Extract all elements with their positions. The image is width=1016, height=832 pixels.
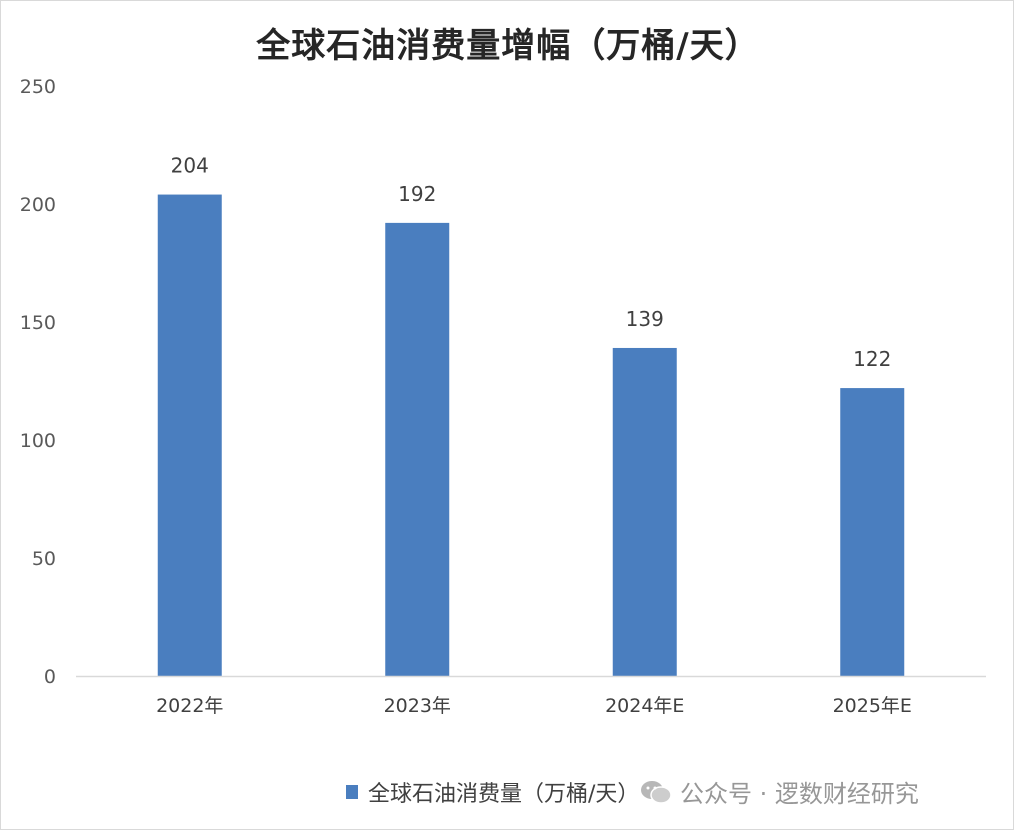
x-tick-label: 2022年 xyxy=(156,695,223,717)
watermark-text: 公众号 · 逻数财经研究 xyxy=(680,780,919,808)
x-tick-label: 2023年 xyxy=(384,695,451,717)
wechat-icon xyxy=(641,780,672,804)
legend: 全球石油消费量（万桶/天） xyxy=(346,776,639,808)
y-tick-label: 150 xyxy=(20,312,56,334)
x-axis: 2022年 2023年 2024年E 2025年E xyxy=(76,675,986,717)
data-label: 122 xyxy=(853,347,891,371)
data-label: 204 xyxy=(171,154,209,178)
y-tick-label: 250 xyxy=(20,76,56,98)
bars xyxy=(157,194,905,676)
bar xyxy=(612,347,677,676)
y-tick-label: 50 xyxy=(32,548,56,570)
data-label: 139 xyxy=(626,307,664,331)
y-tick-label: 0 xyxy=(44,666,56,688)
bar xyxy=(157,194,222,676)
data-label: 192 xyxy=(398,182,436,206)
legend-label: 全球石油消费量（万桶/天） xyxy=(368,782,640,807)
y-tick-label: 200 xyxy=(20,194,56,216)
bar xyxy=(385,222,450,676)
bar xyxy=(840,388,905,676)
chart-title: 全球石油消费量增幅（万桶/天） xyxy=(256,26,760,66)
y-tick-label: 100 xyxy=(20,430,56,452)
y-axis: 0 50 100 150 200 250 xyxy=(20,76,56,688)
data-labels: 204 192 139 122 xyxy=(171,154,892,372)
watermark: 公众号 · 逻数财经研究 xyxy=(640,774,919,809)
x-tick-label: 2025年E xyxy=(833,695,912,717)
legend-swatch xyxy=(346,785,358,799)
x-tick-label: 2024年E xyxy=(605,695,684,717)
